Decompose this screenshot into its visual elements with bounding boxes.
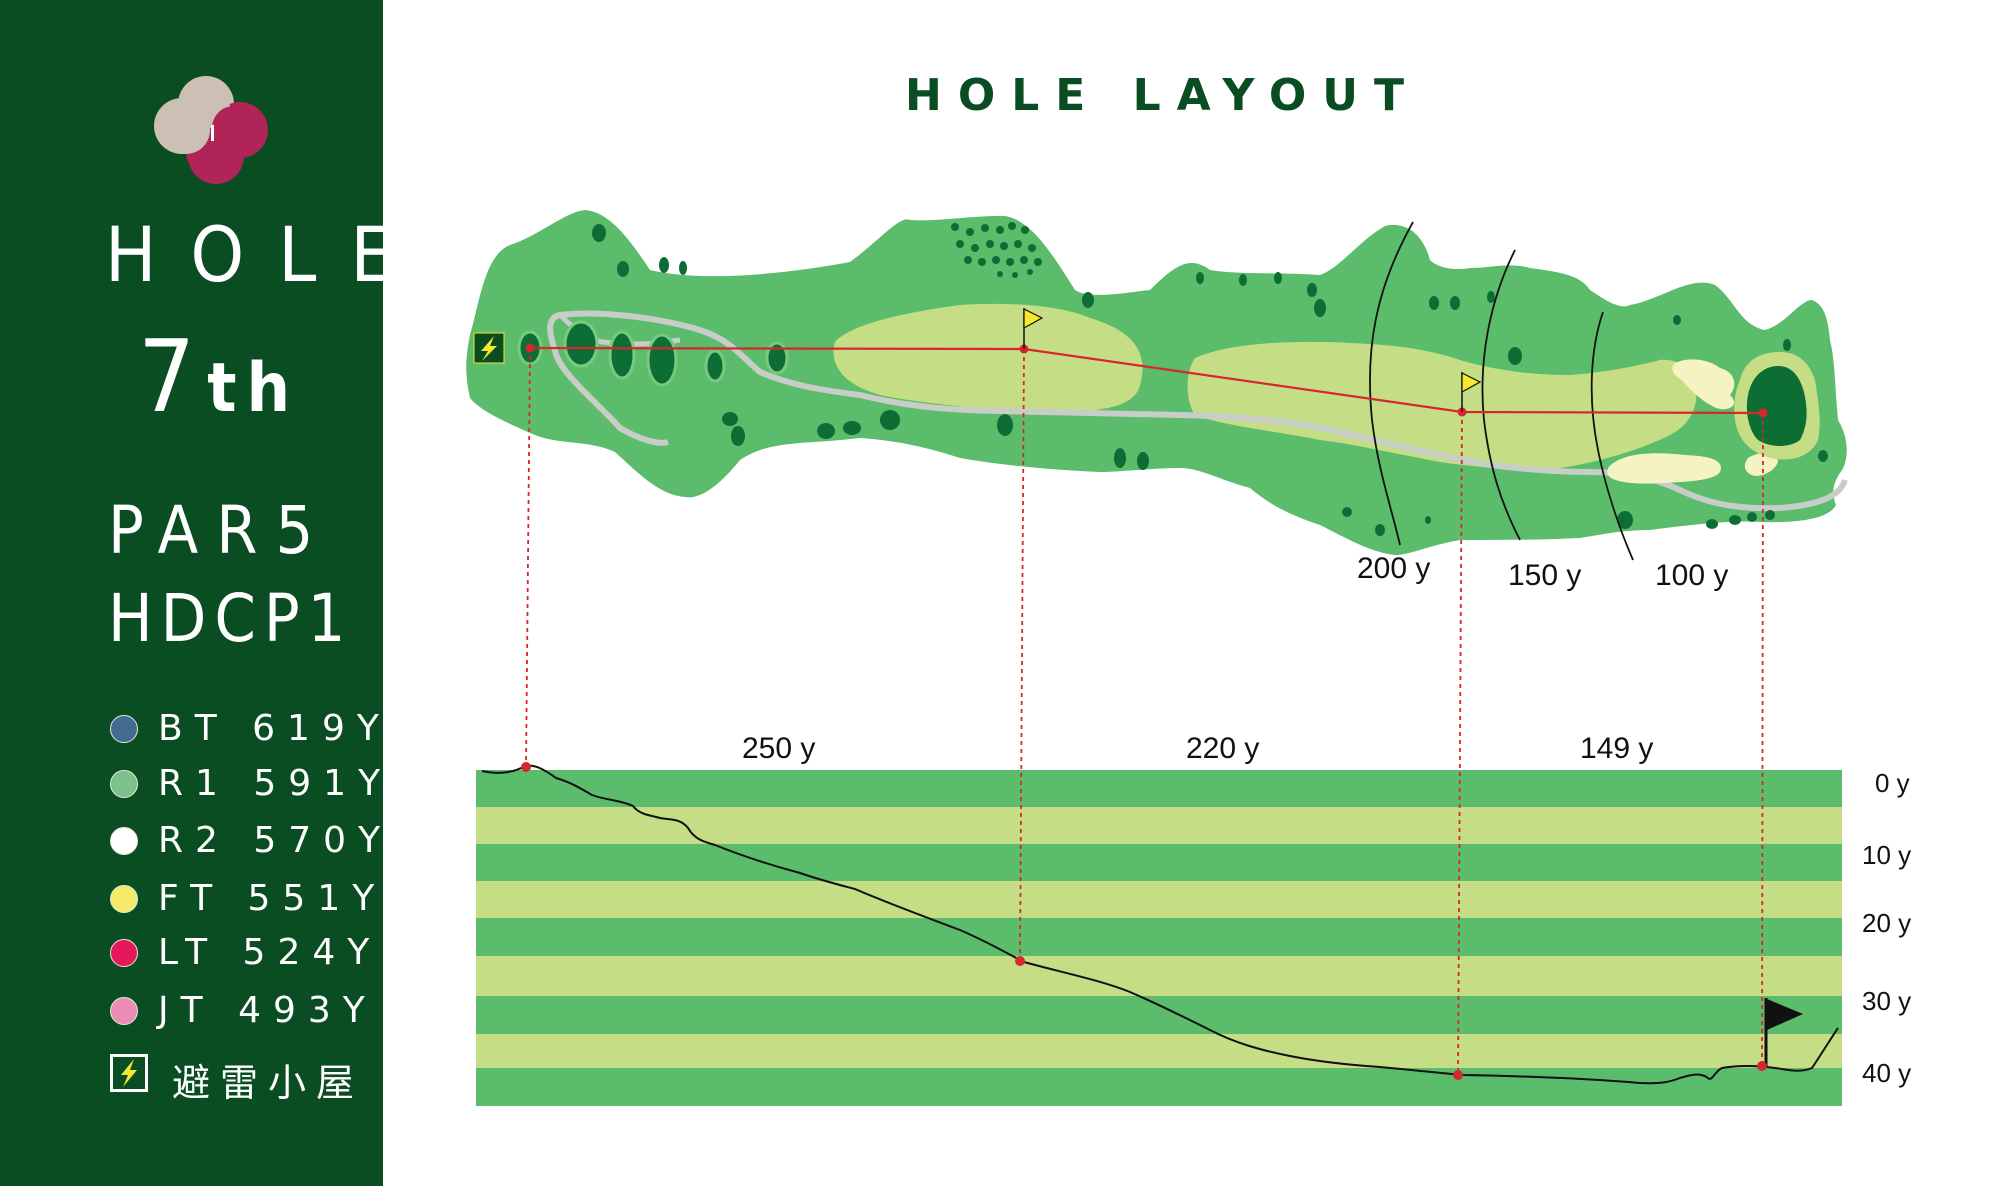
tee-box	[648, 335, 676, 385]
segment-distance-3: 149 y	[1580, 732, 1653, 765]
tee-box	[610, 332, 634, 378]
lightning-icon	[474, 333, 504, 363]
yardage-marker-150: 150 y	[1508, 559, 1581, 592]
hole-top-view	[466, 210, 1847, 560]
segment-distance-1: 250 y	[742, 732, 815, 765]
elevation-label-30: 30 y	[1862, 986, 1911, 1016]
bunker	[1607, 453, 1720, 483]
elevation-label-40: 40 y	[1862, 1058, 1911, 1088]
elevation-label-20: 20 y	[1862, 908, 1911, 938]
elevation-label-10: 10 y	[1862, 840, 1911, 870]
elevation-label-0: 0 y	[1875, 768, 1910, 798]
yardage-marker-100: 100 y	[1655, 559, 1728, 592]
yardage-marker-200: 200 y	[1357, 552, 1430, 585]
elevation-profile	[476, 766, 1842, 1106]
putting-green	[1747, 366, 1807, 446]
segment-distance-2: 220 y	[1186, 732, 1259, 765]
tee-box	[565, 322, 597, 366]
tee-box	[706, 351, 724, 381]
